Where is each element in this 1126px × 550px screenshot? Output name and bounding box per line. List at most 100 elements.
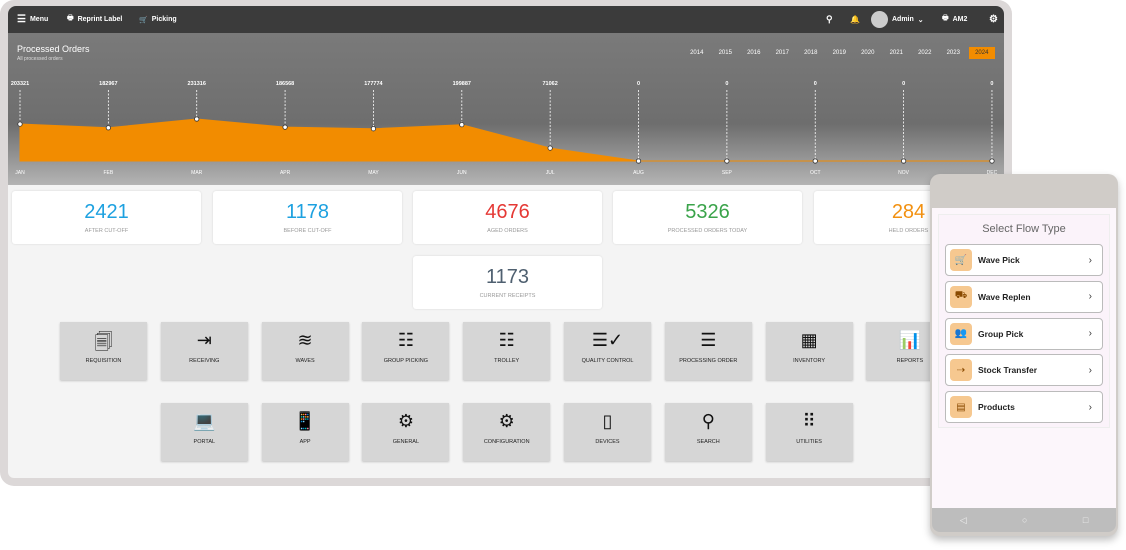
gear-icon: ⚙	[397, 411, 414, 431]
flow-item-label: Wave Replen	[978, 291, 1031, 302]
top-bar: ☰ Menu 🖶 Reprint Label 🛒 Picking ⚲ 🔔 Admin ⌄…	[8, 6, 1004, 33]
data-label: 231316	[188, 81, 206, 87]
tile-label: CONFIGURATION	[483, 439, 530, 445]
avatar	[871, 11, 888, 28]
home-icon[interactable]: ○	[1022, 515, 1028, 525]
stat-label: AFTER CUT-OFF	[84, 228, 129, 234]
chevron-right-icon: ›	[1088, 328, 1092, 340]
reprint-label-button[interactable]: 🖶 Reprint Label	[67, 6, 122, 33]
chevron-right-icon: ›	[1088, 291, 1092, 303]
tile-app[interactable]: 📱 APP	[261, 403, 349, 461]
settings-gear-icon[interactable]: ⚙	[989, 14, 998, 25]
data-point	[724, 158, 730, 164]
year-button-2021[interactable]: 2021	[889, 50, 903, 56]
tile-general[interactable]: ⚙ GENERAL	[362, 403, 450, 461]
tile-label: UTILITIES	[796, 439, 822, 445]
year-button-2016[interactable]: 2016	[747, 50, 761, 56]
year-button-2022[interactable]: 2022	[918, 50, 932, 56]
laptop-icon: 💻	[193, 411, 216, 431]
stat-card: 5326 PROCESSED ORDERS TODAY	[613, 191, 802, 244]
report-icon: 📊	[898, 330, 922, 350]
year-button-2023[interactable]: 2023	[946, 50, 960, 56]
data-point	[635, 158, 642, 164]
grid-icon: ▦	[800, 330, 818, 350]
month-tick-label: AUG	[633, 170, 644, 176]
tile-label: QUALITY CONTROL	[581, 358, 634, 364]
tile-label: SEARCH	[696, 439, 720, 445]
processed-orders-chart: Processed Orders All processed orders 20…	[8, 33, 1004, 185]
year-button-2014[interactable]: 2014	[690, 50, 704, 56]
back-icon[interactable]: ◁	[959, 514, 967, 525]
stat-card: 4676 AGED ORDERS	[413, 191, 602, 244]
tile-group-picking[interactable]: ☷ GROUP PICKING	[362, 322, 450, 380]
printer-selector[interactable]: 🖶 AM2	[942, 6, 967, 33]
flow-item-stock-transfer[interactable]: ⇢ Stock Transfer ›	[945, 354, 1103, 387]
data-point	[17, 121, 23, 127]
stat-label: BEFORE CUT-OFF	[283, 228, 332, 234]
month-tick-label: MAR	[191, 170, 203, 176]
flow-item-wave-replen[interactable]: ⛟ Wave Replen ›	[945, 280, 1103, 313]
menu-button[interactable]: ☰ Menu	[17, 6, 48, 33]
year-button-2017[interactable]: 2017	[775, 50, 789, 56]
tile-label: WAVES	[295, 358, 315, 364]
tile-receiving[interactable]: ⇥ RECEIVING	[160, 322, 248, 380]
data-label: 177774	[364, 81, 383, 87]
user-menu[interactable]: Admin ⌄	[871, 6, 924, 33]
tile-processing-order[interactable]: ☰ PROCESSING ORDER	[664, 322, 752, 380]
waves-icon: ≋	[297, 330, 313, 350]
data-point	[194, 116, 200, 122]
tile-requisition[interactable]: 🗐 REQUISITION	[60, 322, 147, 380]
tile-utilities[interactable]: ⠿ UTILITIES	[765, 403, 853, 461]
stat-value: 1173	[485, 266, 529, 288]
data-label: 0	[725, 81, 728, 87]
list-icon: ☷	[397, 330, 414, 350]
tile-quality-control[interactable]: ☰✓ QUALITY CONTROL	[564, 322, 651, 380]
data-point	[370, 126, 377, 132]
stat-label: HELD ORDERS	[888, 228, 929, 234]
data-label: 0	[637, 81, 640, 87]
picking-label: Picking	[151, 16, 177, 23]
chevron-right-icon: ›	[1088, 401, 1092, 413]
year-button-2024[interactable]: 2024	[968, 47, 995, 59]
data-label: 0	[902, 81, 905, 87]
tile-configuration[interactable]: ⚙ CONFIGURATION	[463, 403, 551, 461]
tile-label: APP	[299, 439, 311, 445]
area-chart: 203321 JAN 182967 FEB 231316 MAR 186568 APR 1777…	[11, 81, 998, 176]
month-tick-label: FEB	[103, 170, 113, 176]
stat-value: 284	[891, 201, 926, 223]
bell-icon[interactable]: 🔔	[850, 15, 860, 24]
flow-item-group-pick[interactable]: 👥 Group Pick ›	[945, 317, 1103, 350]
search-icon: ⚲	[701, 411, 715, 431]
transfer-icon: ⇢	[950, 359, 972, 382]
group-icon: 👥	[950, 322, 972, 345]
flow-item-products[interactable]: ▤ Products ›	[945, 391, 1103, 424]
year-button-2020[interactable]: 2020	[861, 50, 875, 56]
recents-icon[interactable]: □	[1082, 515, 1089, 525]
tile-search[interactable]: ⚲ SEARCH	[664, 403, 752, 461]
stat-card: 1173 CURRENT RECEIPTS	[413, 256, 602, 309]
user-name: Admin	[892, 16, 914, 23]
flow-item-wave-pick[interactable]: 🛒 Wave Pick ›	[945, 244, 1103, 276]
data-label: 199887	[453, 81, 471, 87]
data-label: 71062	[543, 81, 558, 87]
reprint-label: Reprint Label	[77, 16, 123, 23]
apps-icon: ⠿	[802, 411, 816, 431]
chevron-down-icon: ⌄	[917, 16, 924, 24]
data-label: 203321	[11, 81, 29, 87]
tile-portal[interactable]: 💻 PORTAL	[160, 403, 248, 461]
year-button-2018[interactable]: 2018	[804, 50, 818, 56]
tile-waves[interactable]: ≋ WAVES	[261, 322, 349, 380]
tile-label: PROCESSING ORDER	[679, 358, 738, 364]
tile-label: DEVICES	[595, 439, 620, 445]
year-button-2019[interactable]: 2019	[832, 50, 846, 56]
month-tick-label: DEC	[987, 170, 998, 176]
picking-button[interactable]: 🛒 Picking	[139, 6, 177, 33]
year-button-2015[interactable]: 2015	[718, 50, 732, 56]
tile-trolley[interactable]: ☷ TROLLEY	[463, 322, 551, 380]
tile-devices[interactable]: ▯ DEVICES	[564, 403, 651, 461]
stat-value: 1178	[285, 201, 329, 223]
flow-type-title: Select Flow Type	[982, 223, 1066, 235]
search-icon[interactable]: ⚲	[826, 14, 833, 24]
tile-inventory[interactable]: ▦ INVENTORY	[765, 322, 853, 380]
data-label: 186568	[276, 81, 294, 87]
